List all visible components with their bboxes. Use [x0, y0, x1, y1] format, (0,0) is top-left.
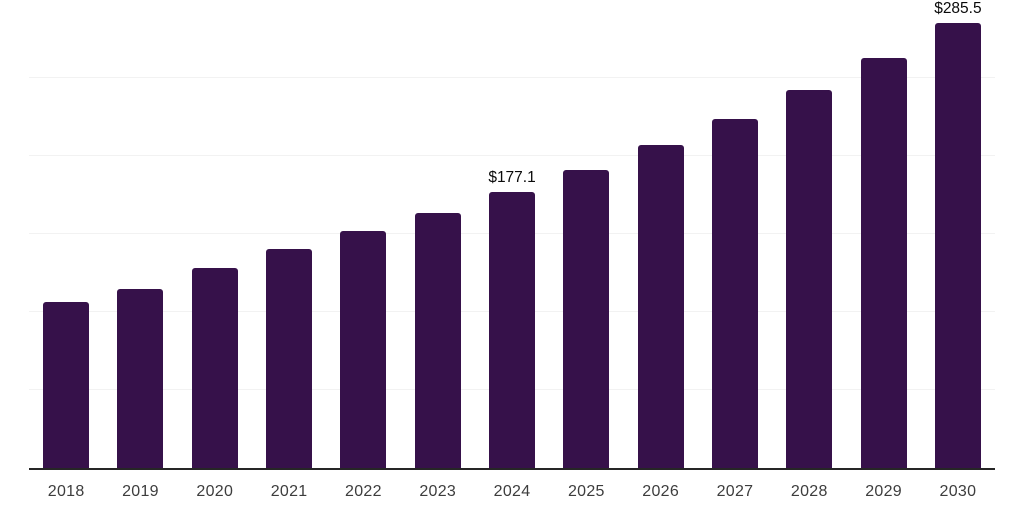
bar-2025	[563, 170, 610, 468]
gridline	[29, 155, 995, 156]
bar-2019	[117, 288, 164, 468]
bars-container: $177.1 $285.5	[29, 0, 995, 468]
x-tick-2030: 2030	[939, 483, 977, 500]
bar-2020	[191, 268, 238, 468]
data-label-2024: $177.1	[488, 168, 536, 186]
bar-band: $177.1	[475, 0, 549, 468]
x-tick-2029: 2029	[865, 483, 902, 500]
bar-2029	[860, 57, 907, 468]
x-axis: 2018 2019 2020 2021 2022 2023 2024 2025 2026 2027…	[29, 472, 995, 501]
bar-band	[326, 0, 400, 468]
bar-band	[698, 0, 772, 468]
x-tick-2020: 2020	[196, 483, 234, 500]
bar-band	[772, 0, 846, 468]
bar-2023	[414, 212, 461, 468]
x-tick-2018: 2018	[47, 483, 85, 500]
bar-2027	[711, 119, 758, 468]
x-tick-2024: 2024	[493, 483, 531, 500]
data-label-2030: $285.5	[934, 0, 982, 17]
x-tick-2027: 2027	[716, 483, 754, 500]
bar-2028	[786, 89, 833, 468]
x-tick-2028: 2028	[790, 483, 828, 500]
bar-band	[103, 0, 177, 468]
bar-2021	[266, 248, 313, 468]
x-tick-2023: 2023	[419, 483, 457, 500]
bar-2024	[489, 191, 536, 468]
plot-area: $177.1 $285.5	[29, 0, 995, 470]
gridline	[29, 77, 995, 78]
bar-2022	[340, 230, 387, 468]
x-tick-2022: 2022	[345, 483, 382, 500]
x-tick-2026: 2026	[642, 483, 680, 500]
bar-band: $285.5	[921, 0, 995, 468]
bar-band	[178, 0, 252, 468]
bar-2026	[637, 145, 684, 468]
bar-2030	[934, 22, 981, 468]
bar-band	[29, 0, 103, 468]
bar-band	[549, 0, 623, 468]
x-tick-2019: 2019	[122, 483, 159, 500]
bar-band	[624, 0, 698, 468]
x-tick-2021: 2021	[270, 483, 308, 500]
bar-2018	[43, 301, 90, 468]
bar-band	[846, 0, 920, 468]
bar-band	[401, 0, 475, 468]
x-tick-2025: 2025	[567, 483, 605, 500]
bar-band	[252, 0, 326, 468]
